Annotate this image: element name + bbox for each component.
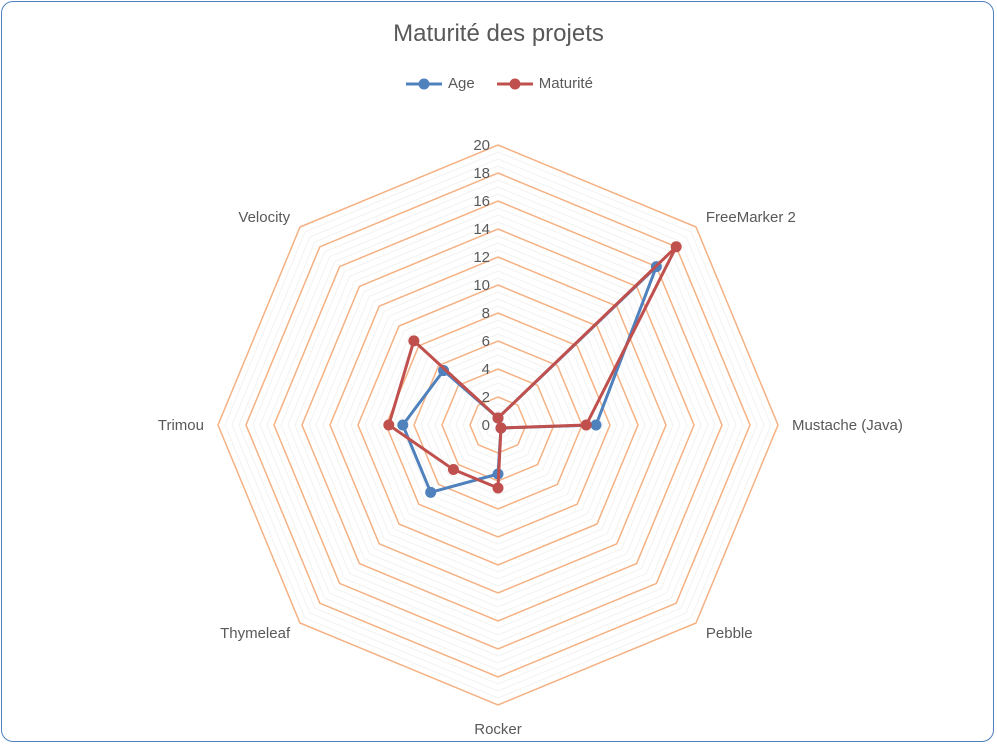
minor-gridline [364, 291, 632, 559]
data-point [495, 422, 507, 434]
category-label: Thymeleaf [220, 625, 291, 642]
major-gridline [413, 340, 583, 510]
minor-gridline [476, 403, 520, 447]
category-label: FreeMarker 2 [706, 209, 796, 226]
radial-tick-label: 2 [482, 389, 490, 406]
category-label: Trimou [158, 417, 204, 434]
minor-gridline [266, 193, 730, 657]
minor-gridline [308, 235, 688, 615]
minor-gridline [322, 249, 674, 601]
major-gridline [245, 172, 751, 678]
radial-tick-label: 20 [473, 137, 490, 154]
minor-gridline [427, 354, 569, 496]
category-label: Velocity [238, 209, 290, 226]
minor-gridline [315, 242, 681, 608]
data-point [670, 241, 682, 253]
category-label: Rocker [474, 721, 522, 738]
minor-gridline [350, 277, 646, 573]
legend-label: Age [448, 75, 475, 92]
data-point [447, 464, 459, 476]
minor-gridline [252, 179, 744, 671]
legend-item: Age [404, 75, 475, 92]
minor-gridline [420, 347, 576, 503]
minor-gridline [399, 326, 597, 524]
category-label: Pebble [706, 625, 753, 642]
radial-tick-label: 12 [473, 249, 490, 266]
data-point [438, 365, 450, 377]
minor-gridline [231, 158, 765, 692]
major-gridline [273, 200, 723, 650]
major-gridline [385, 312, 611, 538]
data-point [492, 412, 504, 424]
radial-tick-label: 14 [473, 221, 490, 238]
minor-gridline [287, 214, 709, 636]
legend-swatch [406, 78, 443, 89]
radial-tick-label: 4 [482, 361, 490, 378]
radial-tick-label: 6 [482, 333, 490, 350]
radial-tick-label: 10 [473, 277, 490, 294]
major-gridline [301, 228, 695, 622]
chart-title: Maturité des projets [393, 20, 604, 47]
minor-gridline [336, 263, 660, 587]
minor-gridline [371, 298, 625, 552]
radial-tick-label: 0 [482, 417, 490, 434]
minor-gridline [238, 165, 758, 685]
category-label: Mustache (Java) [792, 417, 903, 434]
legend: Age Maturité [0, 75, 997, 92]
radial-tick-label: 18 [473, 165, 490, 182]
data-point [397, 419, 409, 431]
major-gridline [357, 284, 639, 566]
data-point [425, 486, 437, 498]
data-point [408, 335, 420, 347]
minor-gridline [392, 319, 604, 531]
minor-gridline [406, 333, 590, 517]
data-point [590, 419, 602, 431]
legend-label: Maturité [538, 75, 593, 92]
radial-tick-label: 16 [473, 193, 490, 210]
data-point [580, 419, 592, 431]
radial-tick-label: 8 [482, 305, 490, 322]
minor-gridline [294, 221, 702, 629]
data-point [383, 419, 395, 431]
minor-gridline [280, 207, 716, 643]
minor-gridline [259, 186, 737, 664]
minor-gridline [483, 410, 513, 440]
major-gridline [217, 144, 779, 706]
legend-swatch [496, 78, 533, 89]
data-point [492, 482, 504, 494]
minor-gridline [224, 151, 772, 699]
legend-item: Maturité [495, 75, 593, 92]
minor-gridline [378, 305, 618, 545]
major-gridline [329, 256, 667, 594]
